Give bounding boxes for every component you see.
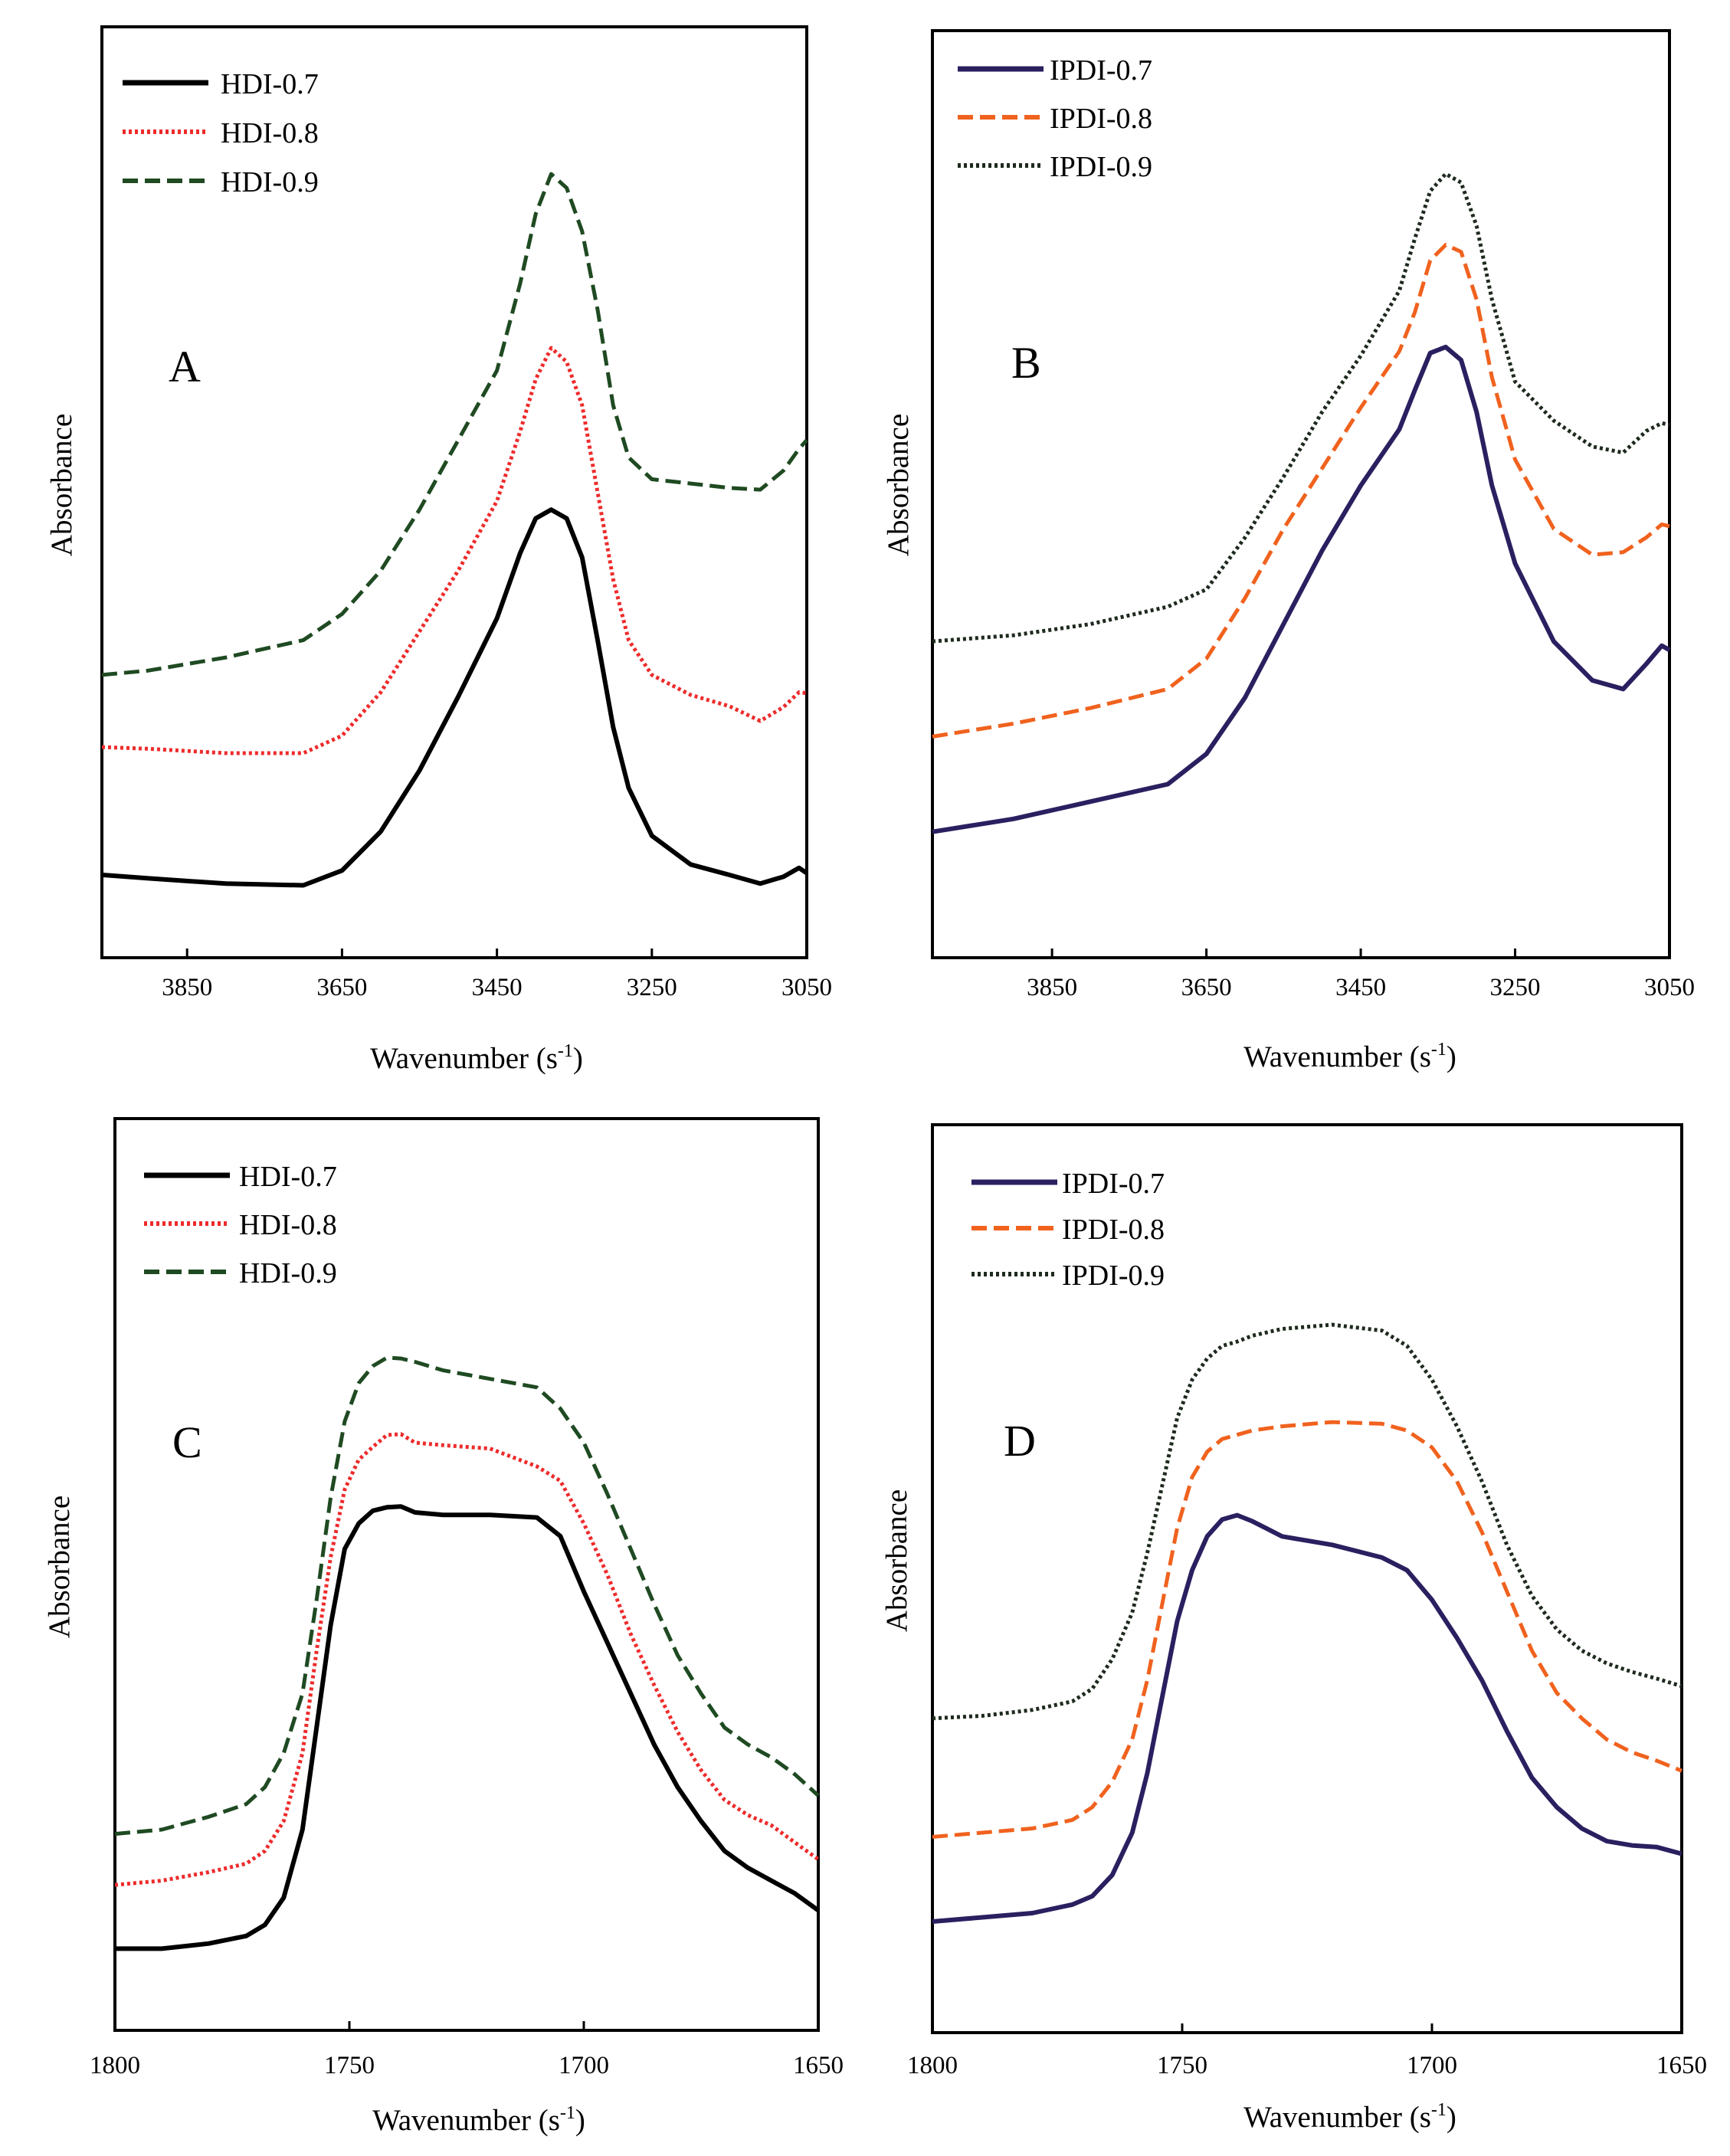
series-line-ipdi-0-7 (932, 344, 1671, 834)
plot-frame (931, 29, 1671, 959)
x-axis-title-close: ) (575, 2104, 585, 2137)
series-line-ipdi-0-8 (932, 1420, 1682, 1839)
legend-label-ipdi-0-9: IPDI-0.9 (1050, 151, 1152, 183)
y-axis-title: Absorbance (882, 414, 915, 556)
x-tick-label: 3250 (1490, 974, 1541, 1001)
legend-label-hdi-0-7: HDI-0.7 (239, 1161, 337, 1193)
legend-label-hdi-0-8: HDI-0.8 (221, 117, 319, 149)
x-tick-label: 3250 (627, 974, 677, 1001)
legend: IPDI-0.7 IPDI-0.8 IPDI-0.9 (971, 1168, 1165, 1292)
legend-label-hdi-0-9: HDI-0.9 (239, 1257, 337, 1289)
series-line-hdi-0-8 (114, 1432, 820, 1887)
legend-label-hdi-0-7: HDI-0.7 (221, 68, 319, 100)
x-axis-title: Wavenumber (s-1) (1243, 2100, 1456, 2134)
series-line-hdi-0-9 (101, 172, 808, 677)
x-axis-title-sup: -1 (558, 1041, 573, 1061)
x-axis-title-sup: -1 (1431, 1040, 1447, 1060)
plot-frame (100, 25, 808, 959)
series-line-ipdi-0-7 (932, 1512, 1682, 1924)
x-tick-label: 1650 (1656, 2052, 1707, 2079)
panel-b: 3850 3650 3450 3250 3050 IPDI-0.7 IPDI-0.8 I… (882, 29, 1695, 1073)
series-layer (114, 1355, 820, 1951)
series-layer (932, 172, 1671, 834)
panel-letter: B (1011, 338, 1041, 388)
y-axis-title: Absorbance (880, 1489, 913, 1632)
legend-label-ipdi-0-8: IPDI-0.8 (1050, 103, 1152, 135)
panel-letter: A (169, 342, 201, 392)
legend-label-ipdi-0-7: IPDI-0.7 (1062, 1168, 1165, 1200)
x-axis-title: Wavenumber (s-1) (370, 1041, 583, 1075)
x-axis-title: Wavenumber (s-1) (1243, 1040, 1456, 1073)
panel-letter: D (1004, 1416, 1036, 1466)
x-axis-title-text: Wavenumber (s (372, 2104, 560, 2137)
panel-c: 1800 1750 1700 1650 HDI-0.7 HDI-0.8 HDI-0.9… (43, 1117, 844, 2137)
series-line-ipdi-0-8 (932, 243, 1670, 739)
x-tick-label: 1800 (90, 2052, 140, 2079)
series-line-hdi-0-7 (115, 1504, 820, 1951)
series-line-hdi-0-8 (101, 346, 808, 755)
legend: HDI-0.7 HDI-0.8 HDI-0.9 (144, 1161, 337, 1289)
series-line-hdi-0-9 (114, 1355, 820, 1837)
tick-layer: 3850 3650 3450 3250 3050 (1027, 949, 1695, 1001)
x-tick-label: 1700 (559, 2052, 609, 2079)
panel-a: 3850 3650 3450 3250 3050 HDI-0.7 HDI-0.8 HDI… (45, 25, 832, 1075)
x-tick-label: 3850 (162, 974, 212, 1001)
x-tick-label: 1750 (1157, 2052, 1207, 2079)
tick-layer: 1800 1750 1700 1650 (907, 2023, 1707, 2079)
x-tick-label: 3650 (1181, 974, 1232, 1001)
legend: HDI-0.7 HDI-0.8 HDI-0.9 (123, 68, 319, 198)
series-line-hdi-0-7 (101, 507, 808, 888)
x-tick-label: 1700 (1407, 2052, 1457, 2079)
x-tick-label: 3450 (1335, 974, 1386, 1001)
y-axis-title: Absorbance (45, 414, 78, 556)
tick-layer: 3850 3650 3450 3250 3050 (162, 949, 832, 1001)
x-tick-label: 3450 (472, 974, 523, 1001)
x-axis-title-sup: -1 (560, 2103, 575, 2123)
x-tick-label: 3650 (316, 974, 367, 1001)
series-line-ipdi-0-9 (932, 172, 1670, 644)
x-axis-title: Wavenumber (s-1) (372, 2103, 585, 2137)
x-axis-title-close: ) (1447, 1040, 1456, 1073)
x-tick-label: 1800 (907, 2052, 958, 2079)
x-axis-title-text: Wavenumber (s (370, 1042, 558, 1075)
legend-label-ipdi-0-9: IPDI-0.9 (1062, 1260, 1165, 1292)
series-layer (101, 172, 808, 888)
plot-frame (931, 1123, 1683, 2034)
x-axis-title-text: Wavenumber (s (1243, 1040, 1431, 1073)
x-tick-label: 3050 (781, 974, 832, 1001)
legend-label-hdi-0-8: HDI-0.8 (239, 1209, 337, 1241)
legend: IPDI-0.7 IPDI-0.8 IPDI-0.9 (958, 54, 1152, 183)
x-tick-label: 3050 (1644, 974, 1695, 1001)
x-tick-label: 1650 (793, 2052, 844, 2079)
plot-frame (113, 1117, 820, 2032)
x-axis-title-close: ) (1447, 2101, 1456, 2134)
legend-label-ipdi-0-8: IPDI-0.8 (1062, 1214, 1165, 1246)
tick-layer: 1800 1750 1700 1650 (90, 2021, 844, 2079)
panel-d: 1800 1750 1700 1650 IPDI-0.7 IPDI-0.8 IPDI-… (880, 1123, 1707, 2134)
x-axis-title-close: ) (573, 1042, 583, 1075)
panel-letter: C (172, 1417, 202, 1467)
x-axis-title-text: Wavenumber (s (1243, 2101, 1431, 2134)
x-tick-label: 3850 (1027, 974, 1077, 1001)
x-tick-label: 1750 (324, 2052, 375, 2079)
y-axis-title: Absorbance (43, 1496, 76, 1638)
legend-label-hdi-0-9: HDI-0.9 (221, 166, 319, 198)
legend-label-ipdi-0-7: IPDI-0.7 (1050, 54, 1152, 87)
series-layer (932, 1322, 1682, 1924)
x-axis-title-sup: -1 (1431, 2100, 1447, 2120)
series-line-ipdi-0-9 (932, 1322, 1682, 1721)
